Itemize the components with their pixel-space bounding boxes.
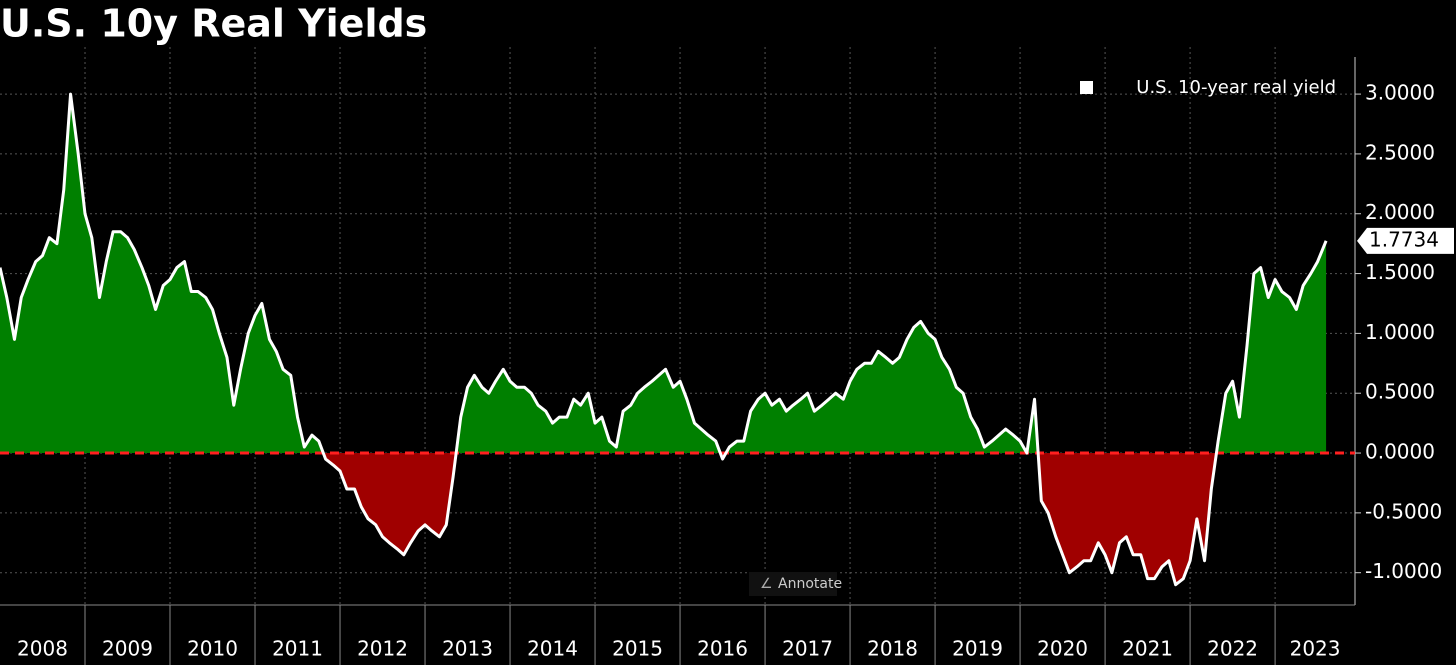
x-tick-label: 2014 <box>527 637 578 661</box>
x-tick-label: 2019 <box>952 637 1003 661</box>
y-tick-label: -0.5000 <box>1365 499 1442 523</box>
x-tick-label: 2018 <box>867 637 918 661</box>
annotate-bg[interactable] <box>749 572 837 596</box>
x-tick-label: 2008 <box>17 637 68 661</box>
annotate-icon[interactable]: ∠ <box>760 576 773 592</box>
area-positive <box>0 94 1327 454</box>
x-tick-label: 2021 <box>1122 637 1173 661</box>
y-tick-label: 0.0000 <box>1365 440 1435 464</box>
x-tick-label: 2015 <box>612 637 663 661</box>
x-tick-label: 2011 <box>272 637 323 661</box>
x-tick-label: 2020 <box>1037 637 1088 661</box>
last-value-label: 1.7734 <box>1369 227 1439 251</box>
y-tick-label: 1.5000 <box>1365 260 1435 284</box>
x-tick-label: 2017 <box>782 637 833 661</box>
series-line <box>0 92 1328 587</box>
x-tick-label: 2016 <box>697 637 748 661</box>
area-negative <box>0 453 1327 585</box>
y-tick-label: -1.0000 <box>1365 559 1442 583</box>
y-tick-label: 0.5000 <box>1365 380 1435 404</box>
x-tick-label: 2012 <box>357 637 408 661</box>
y-tick-label: 2.5000 <box>1365 140 1435 164</box>
chart-title: U.S. 10y Real Yields <box>0 2 427 46</box>
x-tick-label: 2009 <box>102 637 153 661</box>
y-tick-label: 1.0000 <box>1365 320 1435 344</box>
y-tick-label: 2.0000 <box>1365 200 1435 224</box>
x-tick-label: 2022 <box>1207 637 1258 661</box>
x-tick-label: 2013 <box>442 637 493 661</box>
x-tick-label: 2010 <box>187 637 238 661</box>
y-tick-label: 3.0000 <box>1365 81 1435 105</box>
annotate-button[interactable]: ∠ Annotate <box>749 572 842 596</box>
annotate-label[interactable]: Annotate <box>778 576 842 592</box>
x-tick-label: 2023 <box>1290 637 1341 661</box>
legend-label: U.S. 10-year real yield <box>1136 77 1336 98</box>
legend-swatch <box>1080 81 1093 94</box>
last-value-flag <box>1357 227 1454 254</box>
